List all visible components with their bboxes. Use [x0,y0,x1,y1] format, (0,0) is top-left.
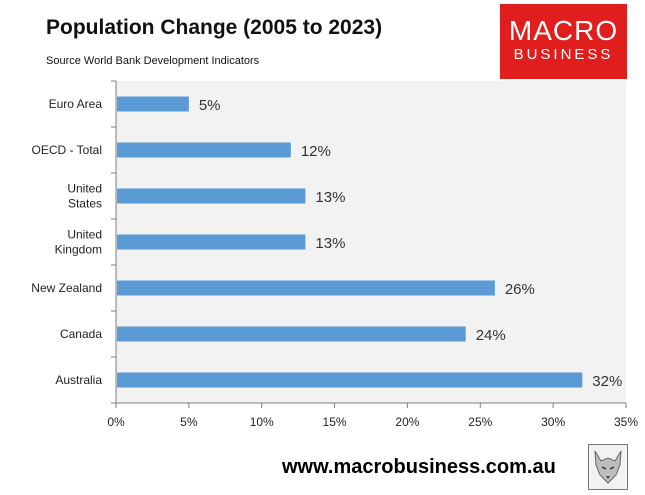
category-label: Euro Area [49,97,103,111]
category-label: Canada [60,327,102,341]
category-label: Kingdom [55,243,102,257]
x-tick-label: 0% [107,415,125,429]
data-label: 24% [476,327,506,344]
website-url: www.macrobusiness.com.au [282,456,556,478]
category-label: United [67,182,102,196]
data-label: 13% [315,189,345,206]
logo-line-business: BUSINESS [513,46,614,63]
data-label: 5% [199,97,221,114]
category-label: Australia [55,373,102,387]
bar [117,234,306,250]
bar [117,372,583,388]
x-tick-label: 30% [541,415,565,429]
bar [117,142,291,158]
data-label: 26% [505,281,535,298]
data-label: 13% [315,235,345,252]
bar [117,326,466,342]
logo-line-macro: MACRO [508,15,619,46]
x-tick-label: 10% [250,415,274,429]
x-tick-label: 35% [614,415,638,429]
x-tick-label: 25% [468,415,492,429]
chart-title: Population Change (2005 to 2023) [46,16,383,39]
data-label: 32% [592,373,622,390]
bar [117,188,306,204]
x-tick-label: 20% [395,415,419,429]
wolf-emblem-icon [588,444,628,490]
category-label: States [68,197,102,211]
category-label: OECD - Total [32,143,102,157]
bar [117,280,495,296]
category-label: New Zealand [31,281,102,295]
category-label: United [67,228,102,242]
data-label: 12% [301,143,331,160]
x-tick-label: 15% [323,415,347,429]
x-tick-label: 5% [180,415,198,429]
bar [117,96,189,112]
macrobusiness-logo: MACRO BUSINESS [500,4,627,79]
chart-subtitle: Source World Bank Development Indicators [46,55,260,67]
